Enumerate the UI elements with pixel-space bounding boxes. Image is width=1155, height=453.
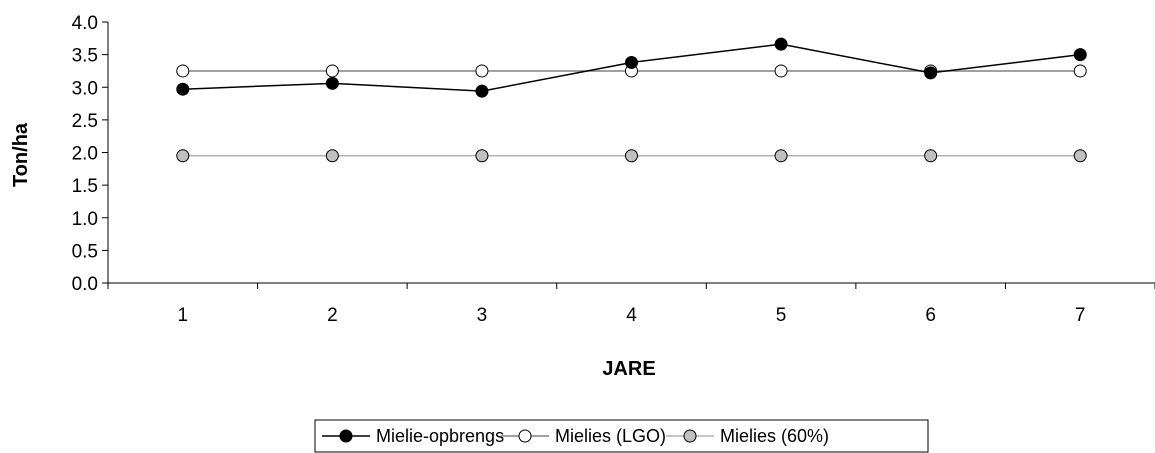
- data-point: [924, 66, 938, 80]
- data-point: [774, 37, 788, 51]
- data-point: [1073, 64, 1087, 78]
- x-axis-title: JARE: [602, 358, 655, 380]
- data-point: [475, 64, 489, 78]
- data-point: [325, 149, 339, 163]
- y-tick-label: 0.5: [72, 241, 98, 262]
- y-tick-label: 3.0: [72, 78, 98, 99]
- y-tick-label: 4.0: [72, 13, 98, 34]
- data-point: [176, 82, 190, 96]
- x-tick-label: 3: [477, 305, 488, 326]
- legend-box: [314, 419, 929, 453]
- y-tick-label: 1.0: [72, 209, 98, 230]
- data-point: [1073, 149, 1087, 163]
- y-tick-label: 1.5: [72, 176, 98, 197]
- y-tick-label: 2.5: [72, 111, 98, 132]
- data-point: [176, 64, 190, 78]
- x-tick-label: 5: [776, 305, 787, 326]
- data-point: [924, 149, 938, 163]
- y-tick-label: 0.0: [72, 274, 98, 295]
- legend-marker: [339, 429, 353, 443]
- legend-label: Mielie-opbrengs: [376, 426, 504, 446]
- data-point: [475, 84, 489, 98]
- x-tick-label: 4: [626, 305, 637, 326]
- legend-label: Mielies (60%): [720, 426, 829, 446]
- y-tick-label: 2.0: [72, 144, 98, 165]
- legend-label: Mielies (LGO): [555, 426, 666, 446]
- y-axis-title: Ton/ha: [10, 122, 32, 187]
- plot-area: 0.0 0.5 1.0 1.5 2.0 2.5 3.0 3.5 4.0 1 2 3 4 5 6 7: [72, 13, 1155, 326]
- data-point: [1073, 48, 1087, 62]
- x-tick-label: 2: [327, 305, 338, 326]
- legend-marker: [683, 429, 697, 443]
- data-point: [176, 149, 190, 163]
- data-point: [325, 64, 339, 78]
- data-point: [625, 149, 638, 163]
- legend-marker: [518, 429, 532, 443]
- x-tick-label: 6: [925, 305, 936, 326]
- x-tick-label: 1: [177, 305, 188, 326]
- x-tick-label: 7: [1075, 305, 1086, 326]
- data-point: [625, 55, 638, 69]
- legend: Mielie-opbrengs Mielies (LGO) Mielies (60%…: [314, 419, 929, 453]
- data-point: [325, 76, 339, 90]
- y-tick-label: 3.5: [72, 46, 98, 67]
- data-point: [774, 64, 788, 78]
- data-point: [475, 149, 489, 163]
- data-point: [774, 149, 788, 163]
